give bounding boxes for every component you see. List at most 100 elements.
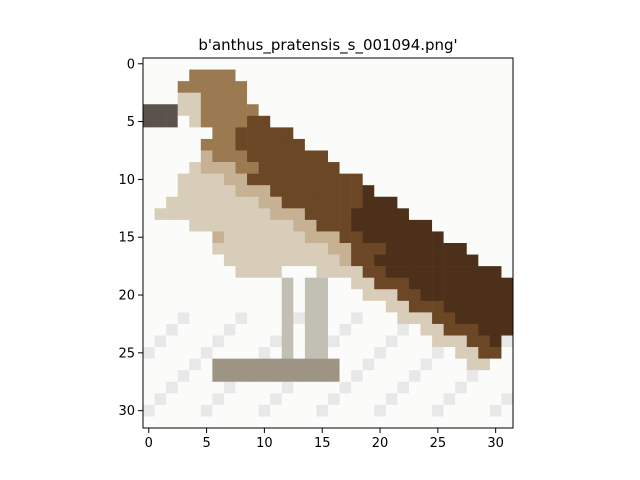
image-pixel	[397, 92, 410, 105]
image-pixel	[258, 266, 271, 278]
image-pixel	[374, 254, 387, 267]
image-pixel	[328, 138, 340, 151]
image-pixel	[200, 370, 213, 383]
image-pixel	[154, 404, 167, 417]
image-pixel	[316, 81, 329, 93]
image-pixel	[501, 358, 514, 371]
image-pixel	[304, 138, 317, 151]
image-pixel	[247, 69, 259, 82]
image-pixel	[408, 347, 421, 359]
image-pixel	[143, 300, 155, 313]
image-pixel	[247, 92, 259, 105]
image-pixel	[466, 69, 479, 82]
image-pixel	[270, 115, 283, 128]
image-pixel	[455, 81, 468, 93]
image-pixel	[200, 81, 213, 93]
image-pixel	[258, 162, 271, 174]
image-pixel	[258, 416, 271, 429]
image-pixel	[385, 127, 398, 140]
image-pixel	[177, 173, 190, 186]
image-pixel	[501, 323, 514, 336]
image-pixel	[316, 323, 329, 336]
image-pixel	[385, 347, 398, 359]
image-pixel	[200, 393, 213, 406]
image-pixel	[501, 196, 514, 209]
image-pixel	[478, 138, 491, 151]
image-pixel	[328, 323, 340, 336]
image-pixel	[200, 404, 213, 417]
image-pixel	[247, 162, 259, 174]
image-pixel	[316, 266, 329, 278]
image-pixel	[489, 196, 502, 209]
image-pixel	[432, 243, 444, 255]
image-pixel	[478, 185, 491, 198]
image-pixel	[200, 58, 213, 70]
image-pixel	[374, 138, 387, 151]
image-pixel	[316, 347, 329, 359]
image-pixel	[420, 196, 433, 209]
image-pixel	[258, 243, 271, 255]
image-pixel	[328, 208, 340, 221]
image-pixel	[258, 185, 271, 198]
image-pixel	[247, 370, 259, 383]
image-pixel	[478, 196, 491, 209]
image-pixel	[258, 370, 271, 383]
image-pixel	[351, 381, 363, 394]
image-pixel	[223, 266, 236, 278]
image-pixel	[189, 312, 202, 325]
image-pixel	[223, 277, 236, 290]
image-pixel	[351, 196, 363, 209]
image-pixel	[408, 115, 421, 128]
image-pixel	[420, 358, 433, 371]
image-pixel	[443, 277, 456, 290]
image-pixel	[455, 323, 468, 336]
image-pixel	[501, 208, 514, 221]
image-pixel	[397, 162, 410, 174]
image-pixel	[443, 208, 456, 221]
image-pixel	[385, 104, 398, 117]
image-pixel	[328, 58, 340, 70]
image-pixel	[189, 277, 202, 290]
image-pixel	[223, 370, 236, 383]
image-pixel	[166, 219, 178, 232]
image-pixel	[397, 243, 410, 255]
image-pixel	[200, 69, 213, 82]
image-pixel	[420, 347, 433, 359]
image-pixel	[501, 138, 514, 151]
image-pixel	[489, 58, 502, 70]
image-pixel	[374, 300, 387, 313]
image-pixel	[455, 416, 468, 429]
image-pixel	[200, 323, 213, 336]
image-pixel	[143, 277, 155, 290]
image-pixel	[455, 381, 468, 394]
image-pixel	[177, 104, 190, 117]
image-pixel	[293, 115, 306, 128]
image-pixel	[362, 289, 375, 302]
image-pixel	[177, 231, 190, 244]
image-pixel	[270, 58, 283, 70]
image-pixel	[478, 92, 491, 105]
image-pixel	[166, 335, 178, 348]
image-pixel	[281, 162, 294, 174]
image-pixel	[166, 231, 178, 244]
image-pixel	[247, 266, 259, 278]
image-pixel	[166, 347, 178, 359]
image-pixel	[143, 393, 155, 406]
image-pixel	[374, 243, 387, 255]
image-pixel	[166, 127, 178, 140]
image-pixel	[281, 150, 294, 163]
image-pixel	[166, 138, 178, 151]
image-pixel	[189, 104, 202, 117]
image-pixel	[304, 150, 317, 163]
image-pixel	[212, 219, 225, 232]
image-pixel	[489, 81, 502, 93]
image-pixel	[455, 162, 468, 174]
image-pixel	[223, 185, 236, 198]
image-pixel	[293, 277, 306, 290]
image-pixel	[143, 254, 155, 267]
image-pixel	[316, 173, 329, 186]
image-pixel	[351, 173, 363, 186]
image-pixel	[408, 208, 421, 221]
image-pixel	[247, 196, 259, 209]
image-pixel	[258, 300, 271, 313]
